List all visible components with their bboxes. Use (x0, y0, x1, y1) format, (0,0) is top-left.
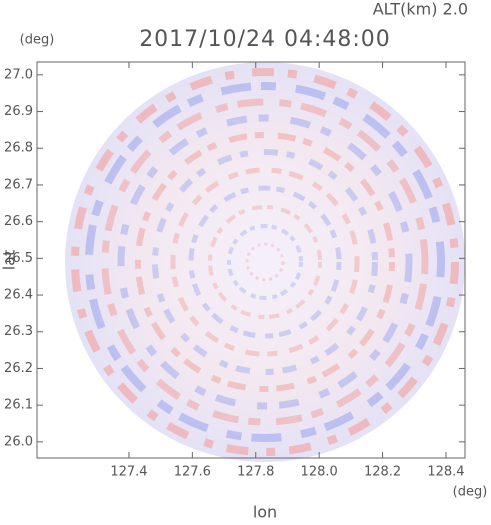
y-axis-label: lat (0, 250, 19, 271)
y-tick-label: 26.5 (4, 251, 33, 266)
plot-frame (36, 61, 466, 459)
y-tick-label: 26.9 (4, 104, 33, 119)
y-tick-label: 26.8 (4, 141, 33, 156)
x-tick-label: 127.4 (110, 465, 147, 480)
altitude-label: ALT(km) 2.0 (373, 0, 468, 19)
x-unit: (deg) (453, 485, 488, 500)
radar-field (65, 62, 465, 462)
y-tick-label: 26.7 (4, 177, 33, 192)
chart-title: 2017/10/24 04:48:00 (139, 27, 391, 52)
x-tick-label: 128.0 (301, 465, 338, 480)
y-tick-label: 26.4 (4, 288, 33, 303)
y-tick-label: 26.2 (4, 361, 33, 376)
y-unit: (deg) (20, 33, 55, 48)
x-tick-label: 128.2 (364, 465, 401, 480)
x-axis-label: lon (253, 503, 277, 522)
y-tick-label: 26.6 (4, 214, 33, 229)
x-tick-label: 127.6 (174, 465, 211, 480)
y-tick-label: 27.0 (4, 67, 33, 82)
y-tick-label: 26.3 (4, 324, 33, 339)
y-tick-label: 26.0 (4, 434, 33, 449)
y-tick-label: 26.1 (4, 398, 33, 413)
x-tick-label: 128.4 (427, 465, 464, 480)
x-tick-label: 127.8 (237, 465, 274, 480)
